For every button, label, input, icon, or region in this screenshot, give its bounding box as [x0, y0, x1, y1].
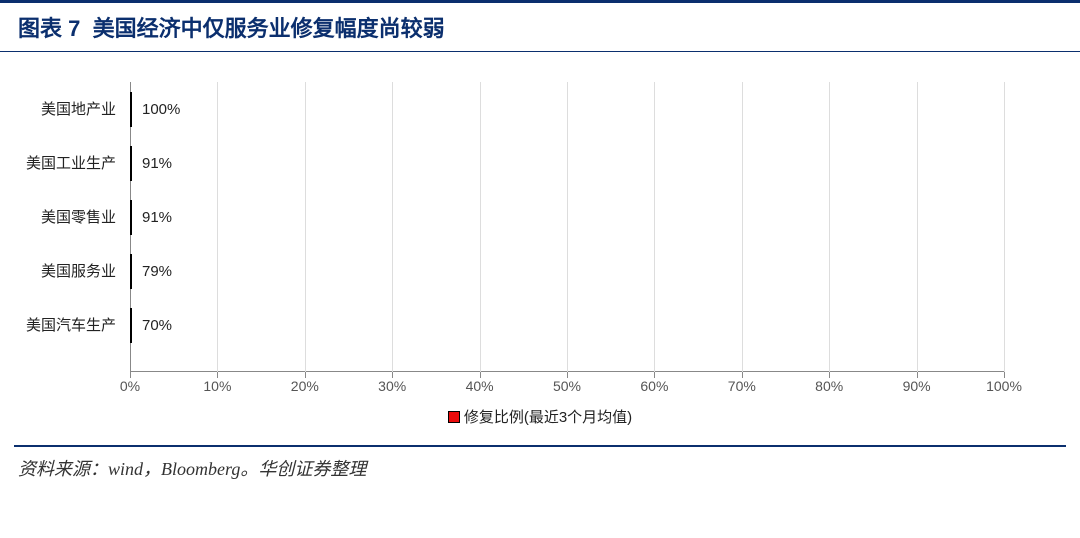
bar-row: 美国零售业91%	[130, 200, 172, 235]
x-tick-label: 0%	[120, 378, 140, 394]
x-tick-label: 10%	[203, 378, 231, 394]
x-tick-label: 70%	[728, 378, 756, 394]
category-label: 美国服务业	[41, 254, 130, 289]
plot-region: 0%10%20%30%40%50%60%70%80%90%100%美国地产业10…	[130, 82, 1004, 372]
category-label: 美国工业生产	[26, 146, 130, 181]
grid-line	[917, 82, 918, 372]
x-tick-label: 80%	[815, 378, 843, 394]
bar	[130, 92, 132, 127]
x-tick-label: 40%	[466, 378, 494, 394]
x-tick-label: 100%	[986, 378, 1022, 394]
bar-value-label: 79%	[142, 263, 172, 280]
x-tick-label: 60%	[640, 378, 668, 394]
bar-value-label: 70%	[142, 317, 172, 334]
x-tick-label: 90%	[903, 378, 931, 394]
grid-line	[654, 82, 655, 372]
x-tick-label: 20%	[291, 378, 319, 394]
category-label: 美国汽车生产	[26, 308, 130, 343]
chart-area: 0%10%20%30%40%50%60%70%80%90%100%美国地产业10…	[130, 82, 1040, 402]
chart-title-text: 美国经济中仅服务业修复幅度尚较弱	[93, 16, 445, 41]
bar	[130, 308, 132, 343]
grid-line	[742, 82, 743, 372]
bar-row: 美国工业生产91%	[130, 146, 172, 181]
bar	[130, 146, 132, 181]
chart-header: 图表 7 美国经济中仅服务业修复幅度尚较弱	[0, 0, 1080, 52]
chart-title: 图表 7 美国经济中仅服务业修复幅度尚较弱	[18, 16, 445, 41]
grid-line	[1004, 82, 1005, 372]
x-tick-label: 50%	[553, 378, 581, 394]
grid-line	[392, 82, 393, 372]
bar-row: 美国服务业79%	[130, 254, 172, 289]
bar	[130, 200, 132, 235]
category-label: 美国地产业	[41, 92, 130, 127]
bar-row: 美国地产业100%	[130, 92, 180, 127]
grid-line	[217, 82, 218, 372]
grid-line	[567, 82, 568, 372]
bar-row: 美国汽车生产70%	[130, 308, 172, 343]
x-tick-label: 30%	[378, 378, 406, 394]
chart-number: 图表 7	[18, 16, 80, 41]
grid-line	[305, 82, 306, 372]
source-line: 资料来源：wind，Bloomberg。华创证券整理	[0, 453, 1080, 483]
legend-swatch	[448, 411, 460, 423]
bar-value-label: 100%	[142, 101, 180, 118]
category-label: 美国零售业	[41, 200, 130, 235]
legend: 修复比例(最近3个月均值)	[0, 406, 1080, 427]
bar-value-label: 91%	[142, 155, 172, 172]
footer-divider	[14, 445, 1066, 447]
bar-value-label: 91%	[142, 209, 172, 226]
legend-text: 修复比例(最近3个月均值)	[464, 409, 632, 426]
grid-line	[480, 82, 481, 372]
bar	[130, 254, 132, 289]
grid-line	[829, 82, 830, 372]
